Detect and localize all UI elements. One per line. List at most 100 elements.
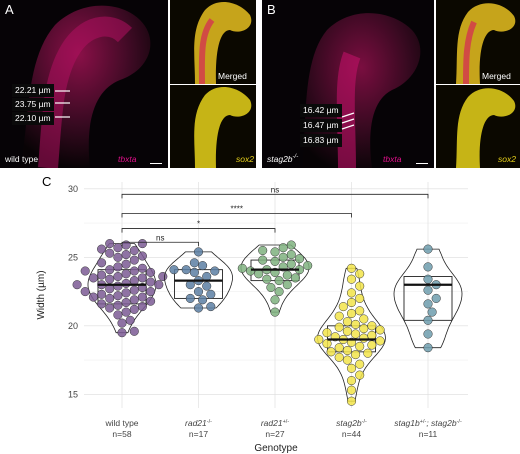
data-point <box>129 276 139 286</box>
data-point <box>282 270 292 280</box>
data-point <box>262 274 272 284</box>
data-point <box>355 359 365 369</box>
data-point <box>129 295 139 305</box>
data-point <box>185 293 195 303</box>
data-point <box>121 250 131 260</box>
data-point <box>193 247 204 257</box>
data-point <box>322 339 332 349</box>
data-point <box>125 315 135 325</box>
data-point <box>237 263 247 273</box>
data-point <box>342 345 352 356</box>
data-point <box>359 324 369 334</box>
data-point <box>113 291 123 301</box>
data-point <box>97 270 107 280</box>
data-point <box>423 299 433 309</box>
panel-b-merged-image <box>436 0 520 84</box>
data-point <box>290 273 300 283</box>
data-point <box>146 277 156 287</box>
data-point <box>121 297 131 308</box>
data-point <box>129 266 139 276</box>
data-point <box>129 326 139 336</box>
data-point <box>274 287 284 297</box>
data-point <box>97 244 107 254</box>
data-point <box>431 293 441 303</box>
data-point <box>423 262 433 272</box>
violin <box>317 267 386 402</box>
y-tick-label: 30 <box>68 184 78 194</box>
data-point <box>346 297 357 308</box>
data-point <box>88 273 98 283</box>
data-point <box>254 269 264 279</box>
data-point <box>342 317 352 327</box>
violin <box>164 251 233 309</box>
data-point <box>258 245 268 256</box>
data-point <box>198 261 208 271</box>
data-point <box>105 239 115 249</box>
data-point <box>121 307 131 317</box>
data-point <box>113 271 123 282</box>
y-tick-label: 15 <box>68 389 78 399</box>
data-point <box>202 271 212 282</box>
x-tick-n-label: n=44 <box>342 429 361 439</box>
x-axis-label: Genotype <box>254 443 298 454</box>
data-point <box>334 311 344 321</box>
data-point <box>210 266 220 276</box>
data-point <box>423 244 433 254</box>
data-point <box>346 274 357 284</box>
panel-a-measure-3: 22.10 µm <box>12 112 54 125</box>
data-point <box>294 254 305 264</box>
data-point <box>270 295 280 305</box>
data-point <box>423 343 433 353</box>
data-point <box>129 304 139 314</box>
data-point <box>193 287 204 297</box>
significance-label: ns <box>156 233 164 242</box>
data-point <box>355 341 365 351</box>
data-point <box>423 329 433 339</box>
panel-b-measure-3: 16.83 µm <box>300 134 342 147</box>
data-point <box>346 363 357 373</box>
data-point <box>351 329 361 339</box>
significance-bracket <box>121 193 429 199</box>
data-point <box>137 302 147 312</box>
x-tick-label: rad21+/- <box>261 418 289 428</box>
data-point <box>274 276 284 286</box>
data-point <box>206 302 216 312</box>
panel-a-merged-label: Merged <box>218 71 247 81</box>
panel-a-sox2-image <box>170 85 256 168</box>
data-point <box>198 295 208 305</box>
data-point <box>146 296 156 306</box>
significance-label: * <box>197 220 200 229</box>
data-point <box>346 385 357 395</box>
data-point <box>346 308 357 319</box>
data-point <box>121 269 131 279</box>
data-point <box>137 251 147 261</box>
data-point <box>117 328 127 338</box>
violin <box>240 244 310 313</box>
x-tick-n-label: n=27 <box>265 429 284 439</box>
data-point <box>351 319 361 329</box>
data-point <box>334 343 344 353</box>
panel-a-merged-image <box>170 0 256 84</box>
x-tick-n-label: n=11 <box>419 429 438 439</box>
data-point <box>137 263 147 273</box>
panel-b-measure-2: 16.47 µm <box>300 119 342 132</box>
data-point <box>423 274 433 284</box>
data-point <box>355 306 365 316</box>
significance-bracket <box>121 241 199 247</box>
data-point <box>121 259 131 269</box>
data-point <box>88 292 98 302</box>
data-point <box>113 310 123 320</box>
data-point <box>97 258 107 268</box>
data-point <box>322 328 332 338</box>
data-point <box>117 318 127 328</box>
data-point <box>80 266 90 276</box>
data-point <box>334 322 344 332</box>
data-point <box>97 299 107 309</box>
data-point <box>72 280 82 290</box>
scale-bar <box>150 163 162 164</box>
x-tick-label: rad21-/- <box>185 418 212 428</box>
data-point <box>105 303 115 313</box>
data-point <box>137 239 147 249</box>
significance-label: ns <box>271 185 279 194</box>
